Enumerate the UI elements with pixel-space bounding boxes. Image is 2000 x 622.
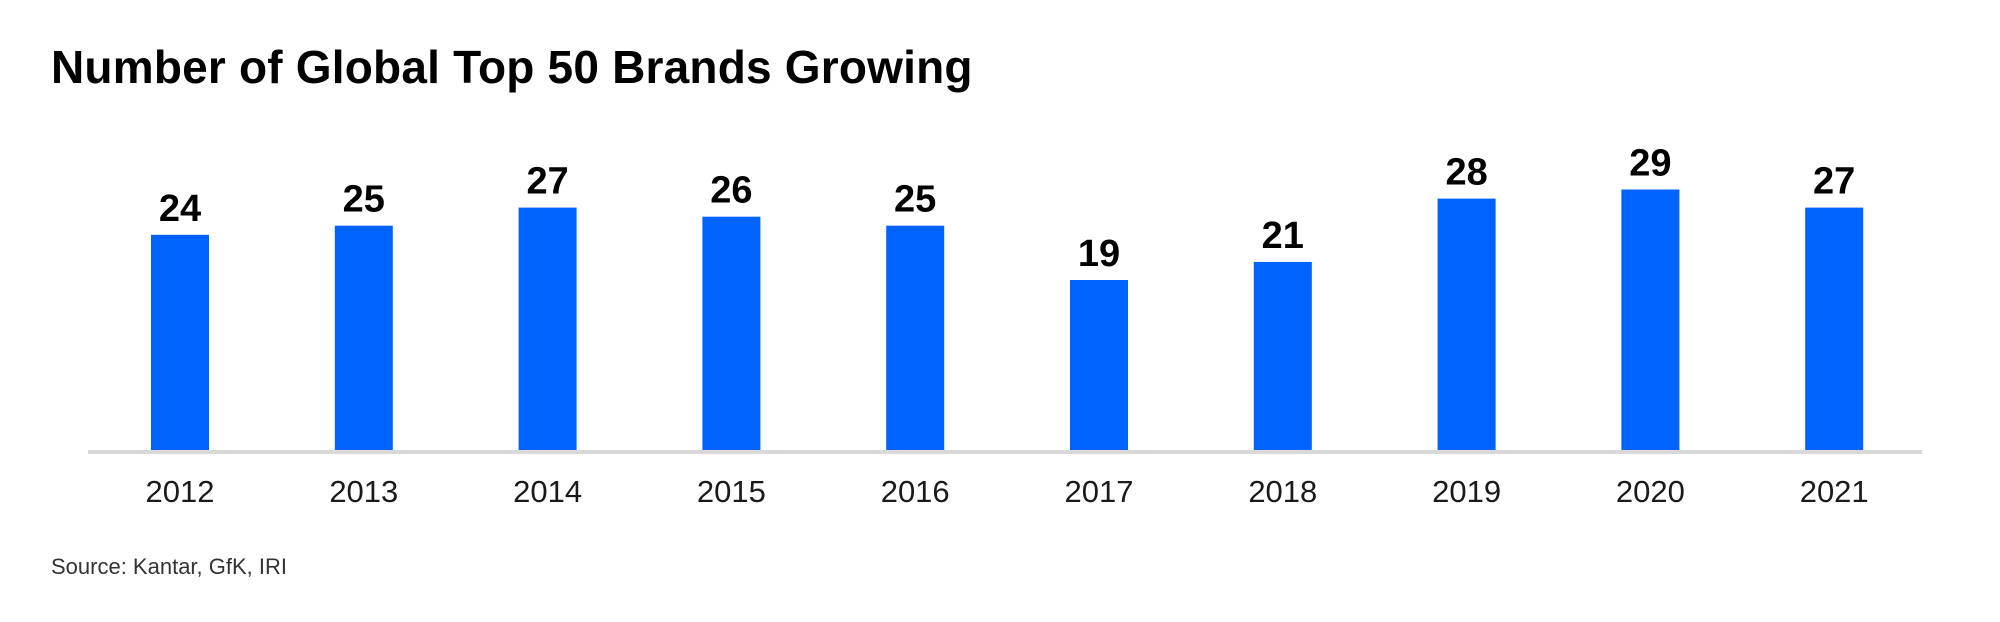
bars-layer: [151, 189, 1864, 452]
bar-2014: [518, 207, 577, 452]
x-tick-label-2018: 2018: [1248, 474, 1317, 509]
chart-title: Number of Global Top 50 Brands Growing: [51, 41, 973, 93]
bar-value-label-2019: 28: [1445, 152, 1487, 194]
bar-2013: [334, 225, 393, 452]
bar-2012: [151, 234, 209, 452]
bar-2021: [1805, 207, 1864, 452]
bar-value-label-2015: 26: [710, 170, 752, 212]
bar-value-label-2012: 24: [159, 188, 201, 230]
bar-value-label-2014: 27: [526, 161, 568, 203]
value-labels-layer: 24 25 27 26 25 19 21 28 29 27: [159, 143, 1855, 276]
x-tick-label-2013: 2013: [329, 474, 398, 509]
bar-2019: [1437, 198, 1496, 452]
bar-value-label-2017: 19: [1078, 233, 1120, 275]
source-note: Source: Kantar, GfK, IRI: [51, 554, 287, 579]
bar-2016: [886, 225, 945, 452]
bar-2017: [1070, 280, 1128, 452]
x-tick-label-2021: 2021: [1800, 474, 1869, 509]
x-tick-label-2015: 2015: [697, 474, 766, 509]
x-tick-label-2012: 2012: [146, 474, 215, 509]
x-tick-label-2014: 2014: [513, 474, 582, 509]
tick-labels-layer: 2012 2013 2014 2015 2016 2017 2018 2019 2020 2021: [146, 474, 1869, 509]
bar-value-label-2018: 21: [1262, 215, 1304, 257]
x-tick-label-2020: 2020: [1616, 474, 1685, 509]
x-tick-label-2017: 2017: [1065, 474, 1134, 509]
bar-value-label-2020: 29: [1629, 143, 1671, 185]
x-tick-label-2016: 2016: [881, 474, 950, 509]
bar-value-label-2013: 25: [343, 179, 385, 221]
bar-2015: [702, 216, 761, 452]
bar-2020: [1621, 189, 1680, 452]
bar-value-label-2021: 27: [1813, 161, 1855, 203]
x-tick-label-2019: 2019: [1432, 474, 1501, 509]
bar-2018: [1253, 261, 1312, 452]
bar-value-label-2016: 25: [894, 179, 936, 221]
